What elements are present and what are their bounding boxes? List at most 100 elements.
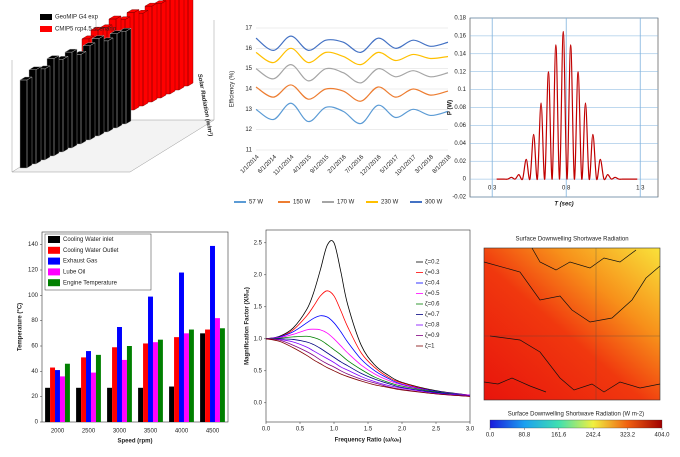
bar <box>55 370 60 422</box>
x-tick-label: 3000 <box>113 429 127 435</box>
x-tick-label: 3.0 <box>466 427 475 433</box>
y-tick-label: 0.04 <box>454 141 466 147</box>
y-tick-label: 16 <box>245 46 252 52</box>
legend-label: ζ=0.5 <box>425 291 440 297</box>
x-tick-label: 0.0 <box>262 427 271 433</box>
line-series <box>265 338 471 397</box>
x-tick-label: 1.0 <box>330 427 339 433</box>
bar <box>188 329 194 422</box>
y-tick-label: 12 <box>245 127 252 133</box>
bar <box>205 329 211 422</box>
bar <box>76 387 82 422</box>
bar <box>90 372 96 422</box>
legend-label: GeoMIP G4 exp <box>55 15 99 21</box>
y-tick-label: 0.08 <box>454 105 466 111</box>
bar <box>121 359 127 422</box>
colorbar-tick-label: 404.0 <box>654 433 670 439</box>
bar <box>179 272 184 422</box>
legend-label: ζ=0.3 <box>425 270 440 276</box>
line-series <box>255 63 449 84</box>
y-tick-label: 17 <box>245 26 252 32</box>
x-tick-label: 1.5 <box>364 427 373 433</box>
legend-label: Cooling Water Outlet <box>63 248 119 254</box>
map-title: Surface Downwelling Shortwave Radiation <box>515 237 628 243</box>
bar <box>152 342 158 422</box>
legend-label: ζ=0.4 <box>425 281 440 287</box>
legend-label: CMIP5 rcp4.5 scenario <box>55 27 117 33</box>
line-series <box>265 335 471 397</box>
legend-swatch <box>40 26 52 32</box>
bar <box>174 337 180 422</box>
y-tick-label: 0.1 <box>458 87 467 93</box>
y-tick-label: 15 <box>245 66 252 72</box>
legend-swatch <box>48 236 60 243</box>
y-tick-label: 0.06 <box>454 123 466 129</box>
legend-label: Lube Oil <box>63 269 85 275</box>
y-tick-label: 11 <box>246 148 253 154</box>
y-tick-label: 100 <box>28 293 39 299</box>
line-series <box>265 328 471 396</box>
bar3d <box>19 76 33 169</box>
bar <box>138 387 144 422</box>
x-tick-label: 0.5 <box>296 427 305 433</box>
bar <box>183 333 189 422</box>
x-tick-label: 2000 <box>51 429 65 435</box>
y-tick-label: 120 <box>28 268 39 274</box>
legend-label: 57 W <box>249 200 263 206</box>
legend-label: ζ=0.7 <box>425 312 440 318</box>
line-series <box>265 338 471 397</box>
x-tick-label: 2.5 <box>432 427 441 433</box>
y-axis-label: Magnification Factor (X/δₛₜ) <box>245 287 251 365</box>
map <box>483 247 663 429</box>
bar <box>50 367 56 422</box>
x-axis-label: T (sec) <box>554 202 573 208</box>
bar <box>214 318 220 422</box>
y-tick-label: 80 <box>31 318 38 324</box>
legend-label: ζ=1 <box>425 344 435 350</box>
bar <box>148 296 153 422</box>
legend-label: 170 W <box>337 200 355 206</box>
y-tick-label: 14 <box>245 87 252 93</box>
y-axis-label: Efficiency (%) <box>230 71 236 108</box>
bar <box>112 347 118 422</box>
y-tick-label: 2.0 <box>254 272 263 278</box>
colorbar-tick-label: 161.6 <box>551 433 567 439</box>
y-tick-label: 0.0 <box>254 400 263 406</box>
colorbar-tick-label: 80.8 <box>519 433 531 439</box>
bar <box>95 354 101 422</box>
line-series <box>255 84 449 102</box>
legend-label: 230 W <box>381 200 399 206</box>
legend-label: Cooling Water inlet <box>63 237 114 243</box>
legend-swatch <box>48 279 60 287</box>
legend-swatch <box>48 268 60 276</box>
bar <box>86 351 91 422</box>
legend-label: 150 W <box>293 200 311 206</box>
x-tick-label: 4500 <box>206 429 220 435</box>
y-tick-label: 0.5 <box>254 368 263 374</box>
bar <box>126 346 132 422</box>
y-tick-label: 60 <box>31 344 38 350</box>
x-axis-label: Speed (rpm) <box>117 439 152 445</box>
x-tick-label: 4000 <box>175 429 189 435</box>
bar <box>200 333 206 422</box>
legend-label: ζ=0.6 <box>425 302 440 308</box>
line-series <box>255 102 449 125</box>
colorbar-tick-label: 0.0 <box>486 433 495 439</box>
y-tick-label: 20 <box>31 394 38 400</box>
y-tick-label: 140 <box>28 242 39 248</box>
plot-frame <box>41 231 229 423</box>
line-series <box>265 240 471 396</box>
y-tick-label: 0.16 <box>454 33 466 39</box>
y-axis-label: P (W) <box>448 100 454 115</box>
y-tick-label: 1.5 <box>254 304 263 310</box>
y-tick-label: 0.14 <box>454 51 466 57</box>
bar <box>143 343 149 422</box>
line-series <box>496 30 638 181</box>
bar <box>64 363 70 422</box>
legend-swatch <box>48 257 60 265</box>
y-axis-label: Temperature (°C) <box>18 303 24 351</box>
y-tick-label: 0.02 <box>454 159 466 165</box>
bar <box>59 376 65 422</box>
bar <box>81 357 87 422</box>
